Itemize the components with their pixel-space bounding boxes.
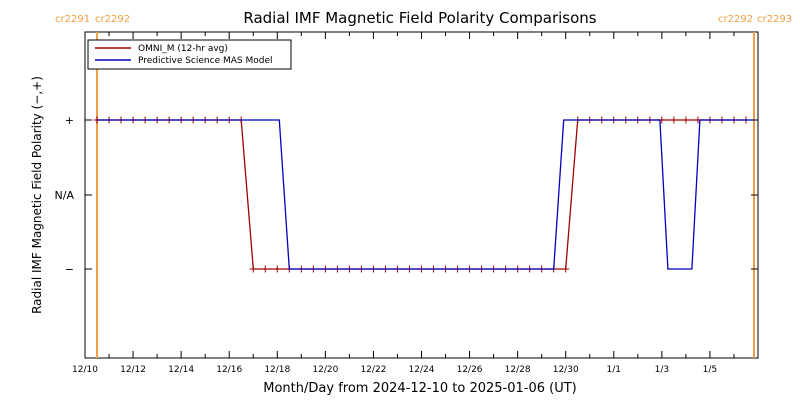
x-tick-label: 12/28: [505, 365, 531, 375]
cr-label-left-2: cr2292: [95, 14, 130, 25]
cr-label-left-1: cr2291: [55, 14, 90, 25]
x-tick-label: 12/26: [457, 365, 483, 375]
x-tick-label: 12/16: [216, 365, 242, 375]
x-axis-label: Month/Day from 2024-12-10 to 2025-01-06 …: [263, 381, 576, 396]
cr-label-right-2: cr2293: [757, 14, 792, 25]
legend-box: [87, 39, 292, 70]
chart-title: Radial IMF Magnetic Field Polarity Compa…: [243, 9, 596, 27]
x-tick-label: 12/22: [360, 365, 386, 375]
x-tick-label: 1/1: [607, 365, 621, 375]
legend-model-label: Predictive Science MAS Model: [138, 56, 273, 66]
x-tick-label: 12/14: [168, 365, 194, 375]
cr-label-right-1: cr2292: [718, 14, 753, 25]
legend-omni-label: OMNI_M (12-hr avg): [138, 44, 228, 54]
x-tick-label: 12/10: [72, 365, 98, 375]
x-tick-label: 12/24: [409, 365, 435, 375]
y-tick-label: +: [65, 114, 74, 127]
y-tick-label: −: [65, 263, 74, 276]
series-omni-line: [97, 119, 746, 270]
plot-frame: [84, 31, 759, 359]
series-omni-markers: [93, 116, 750, 273]
x-tick-label: 12/30: [553, 365, 579, 375]
omni-marker: [273, 265, 281, 273]
y-axis-ticks: + N/A −: [55, 114, 758, 276]
x-tick-label: 1/5: [703, 365, 717, 375]
y-axis-label: Radial IMF Magnetic Field Polarity (−,+): [30, 76, 44, 314]
omni-marker: [249, 265, 257, 273]
x-axis-ticks: 12/10 12/12 12/14 12/16 12/18 12/20 12/22 12/24…: [72, 32, 759, 375]
x-tick-label: 1/3: [655, 365, 669, 375]
x-tick-label: 12/12: [120, 365, 146, 375]
y-tick-label: N/A: [55, 189, 75, 202]
legend: OMNI_M (12-hr avg) Predictive Science MA…: [87, 39, 292, 70]
omni-marker: [562, 265, 570, 273]
omni-marker: [682, 116, 690, 124]
omni-marker: [670, 116, 678, 124]
omni-marker: [261, 265, 269, 273]
x-tick-label: 12/18: [264, 365, 290, 375]
x-tick-label: 12/20: [312, 365, 338, 375]
series-model-line: [97, 119, 754, 270]
